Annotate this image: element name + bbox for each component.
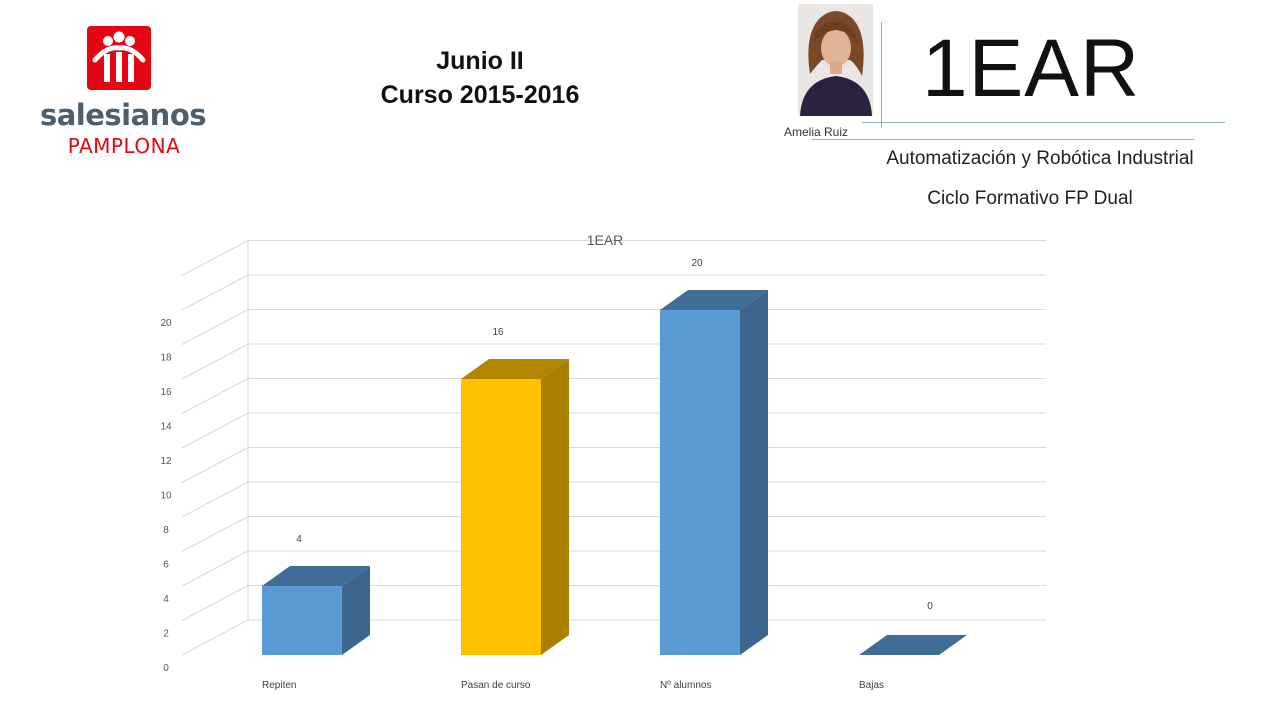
gridline-diagonal <box>181 550 249 587</box>
y-tick-label: 16 <box>160 387 172 398</box>
gridline-diagonal <box>181 343 249 380</box>
bar <box>262 586 342 655</box>
horizontal-rule-top <box>862 122 1225 123</box>
y-tick-label: 20 <box>160 318 172 329</box>
y-tick-label: 14 <box>160 422 172 433</box>
bar-top <box>461 359 569 379</box>
vertical-rule <box>881 22 882 128</box>
gridline-diagonal <box>181 585 249 621</box>
x-tick-label: Repiten <box>262 680 296 691</box>
teacher-name: Amelia Ruiz <box>784 125 849 139</box>
data-label: 4 <box>296 534 302 545</box>
y-tick-label: 10 <box>160 491 172 502</box>
bar-top <box>262 566 370 586</box>
bar-side <box>740 290 768 655</box>
bar-top <box>660 290 768 310</box>
teacher-photo <box>798 4 873 116</box>
horizontal-rule-bottom <box>812 139 1194 140</box>
x-tick-label: Pasan de curso <box>461 680 531 691</box>
salesianos-logo: salesianos PAMPLONA <box>38 26 208 161</box>
group-code: 1EAR <box>922 23 1141 114</box>
y-tick-label: 4 <box>163 594 169 605</box>
title-line-1: Junio II <box>436 47 524 75</box>
data-label: 0 <box>927 601 933 612</box>
y-tick-label: 8 <box>163 525 169 536</box>
gridline-diagonal <box>181 274 249 311</box>
y-tick-label: 18 <box>160 353 172 364</box>
y-tick-label: 2 <box>163 629 169 640</box>
logo-brand-text: salesianos <box>39 98 207 132</box>
gridline-diagonal <box>181 481 249 518</box>
bar <box>660 310 740 655</box>
y-tick-label: 0 <box>163 663 169 674</box>
gridline-diagonal <box>181 619 249 656</box>
bar-zero <box>859 635 967 655</box>
gridline-diagonal <box>181 240 249 276</box>
gridline-diagonal <box>181 309 249 345</box>
y-tick-label: 6 <box>163 560 169 571</box>
page-title: Junio II Curso 2015-2016 <box>330 44 630 112</box>
data-label: 20 <box>691 258 703 269</box>
salesianos-emblem-icon <box>87 26 151 90</box>
logo-city-text: PAMPLONA <box>67 134 181 158</box>
x-tick-label: Bajas <box>859 680 884 691</box>
gridline-diagonal <box>181 447 249 483</box>
gridline-diagonal <box>181 378 249 414</box>
chart-title: 1EAR <box>587 232 624 248</box>
y-tick-label: 12 <box>160 456 172 467</box>
bar-side <box>342 566 370 655</box>
title-line-2: Curso 2015-2016 <box>380 81 580 109</box>
x-tick-label: Nº alumnos <box>660 680 711 691</box>
bar-side <box>541 359 569 655</box>
gridline-diagonal <box>181 412 249 449</box>
cycle-name: Ciclo Formativo FP Dual <box>927 188 1133 209</box>
subject-name: Automatización y Robótica Industrial <box>886 148 1194 169</box>
data-label: 16 <box>492 327 504 338</box>
gridline-diagonal <box>181 516 249 552</box>
bar <box>461 379 541 655</box>
